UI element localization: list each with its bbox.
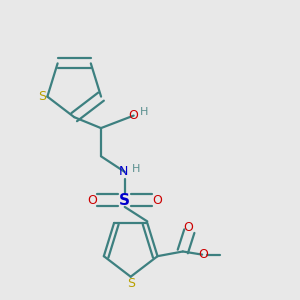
Text: S: S [119, 193, 130, 208]
Text: H: H [140, 107, 148, 117]
Text: O: O [199, 248, 208, 261]
Text: O: O [87, 194, 97, 207]
Text: O: O [183, 221, 193, 234]
Text: H: H [132, 164, 140, 174]
Text: O: O [152, 194, 162, 207]
Text: O: O [129, 109, 139, 122]
Text: S: S [38, 90, 46, 103]
Text: N: N [118, 165, 128, 178]
Text: S: S [127, 277, 135, 290]
